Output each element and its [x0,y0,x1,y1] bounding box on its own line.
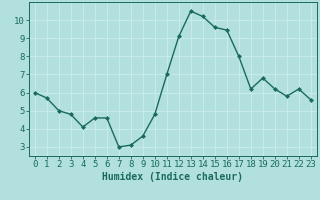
X-axis label: Humidex (Indice chaleur): Humidex (Indice chaleur) [102,172,243,182]
